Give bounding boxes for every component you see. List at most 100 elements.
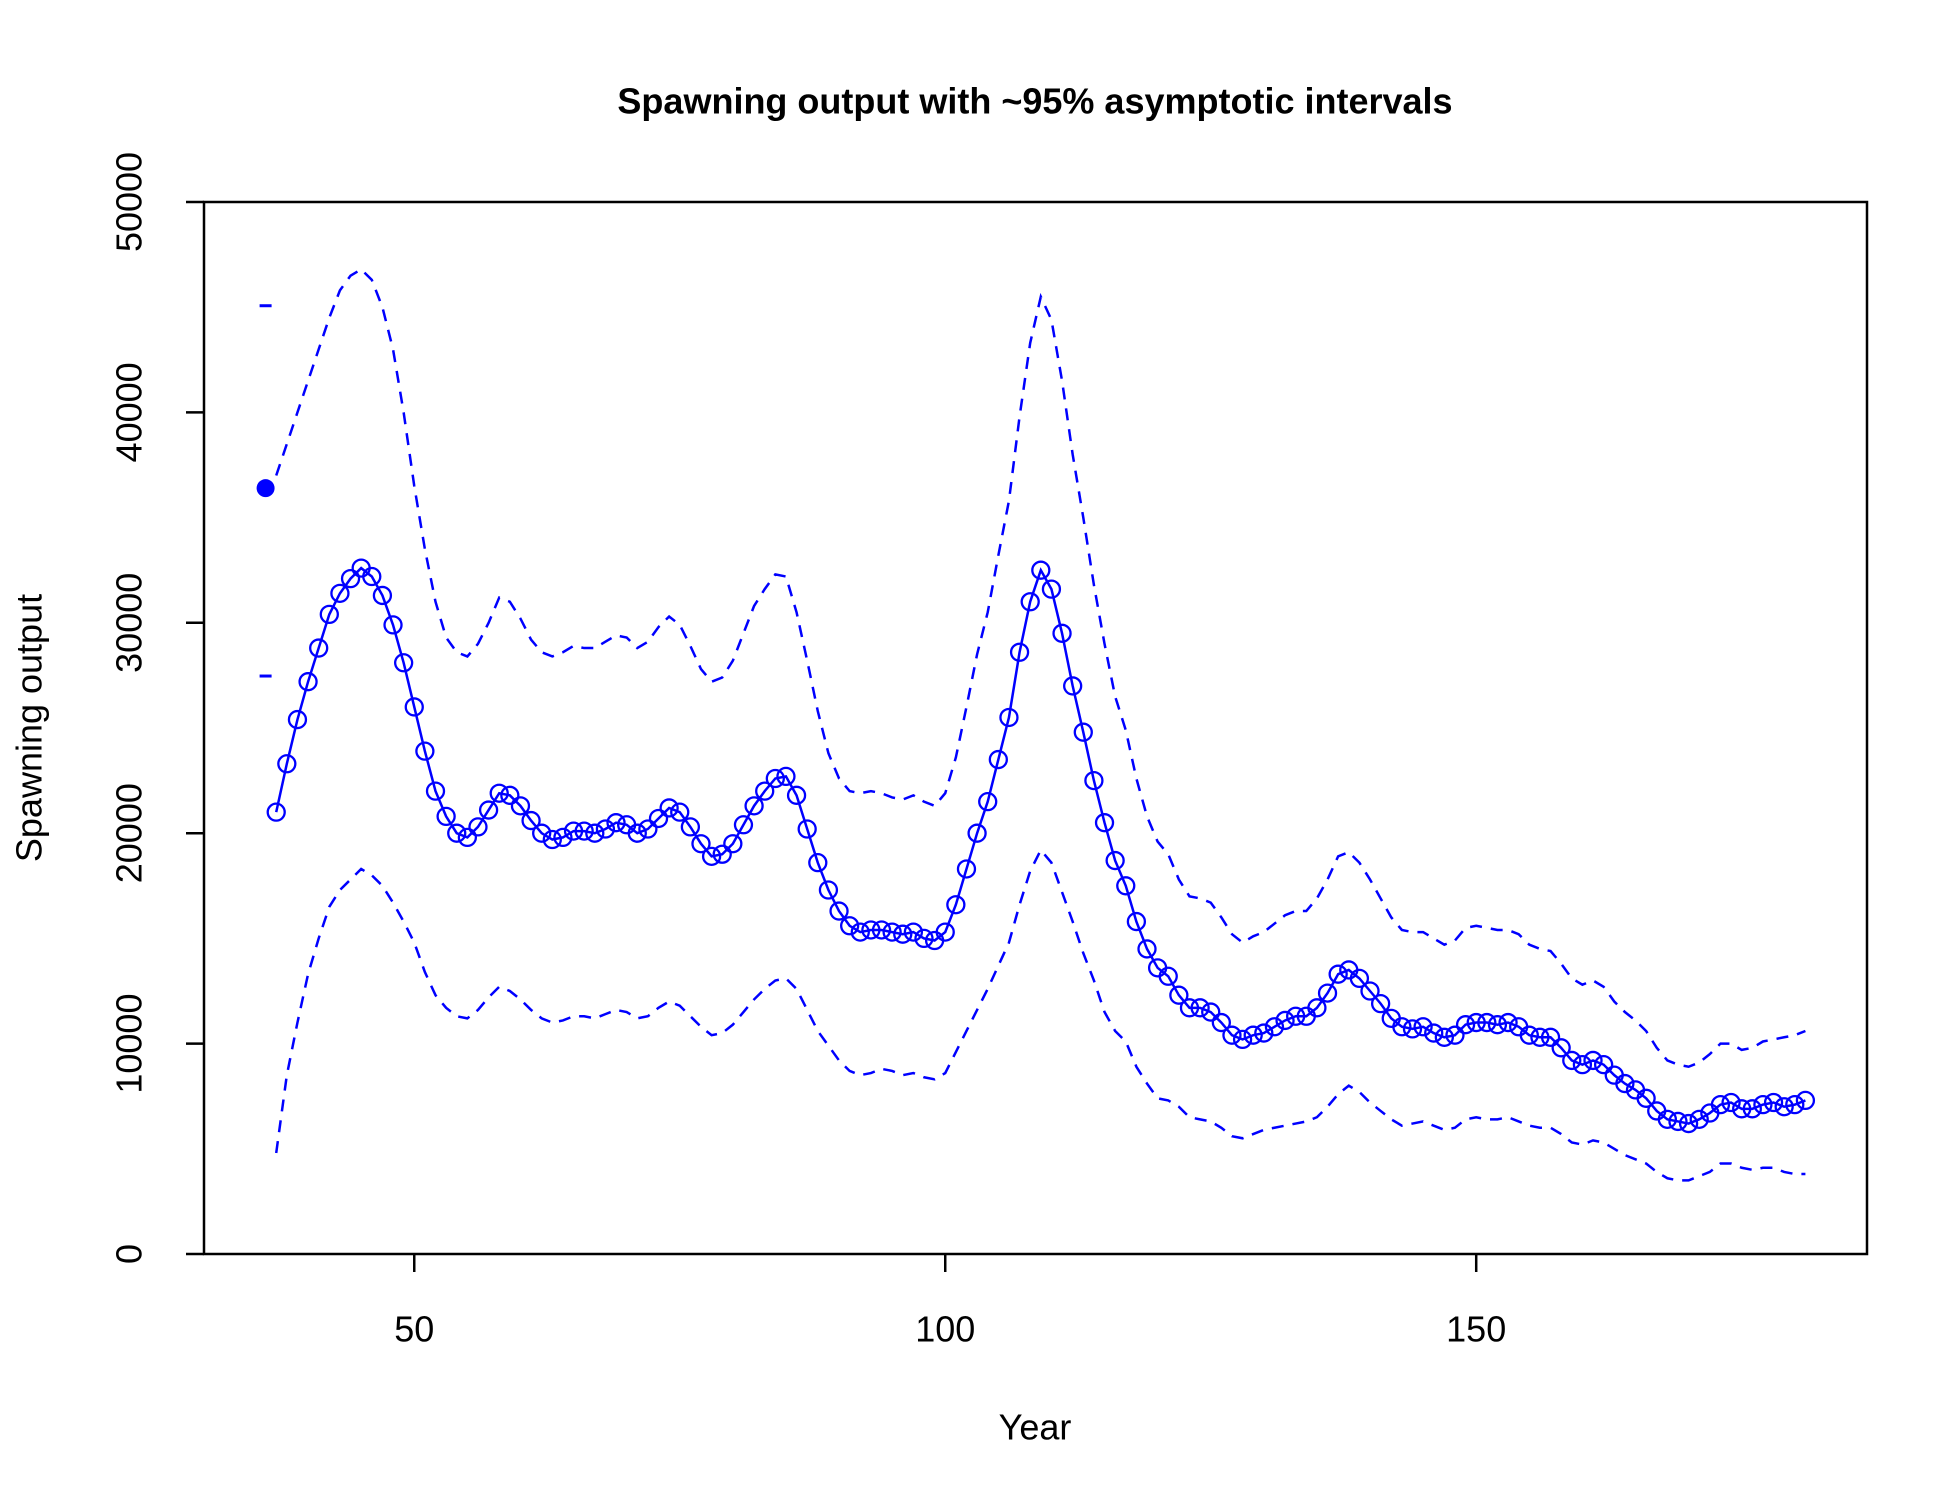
data-point <box>1286 1006 1306 1026</box>
data-point <box>1031 560 1051 580</box>
data-point <box>393 653 414 673</box>
data-point <box>1052 623 1072 643</box>
data-point <box>1657 1109 1678 1129</box>
data-point <box>1179 998 1200 1018</box>
data-point <box>1455 1015 1476 1035</box>
x-tick-label: 50 <box>394 1309 434 1350</box>
data-point <box>808 853 828 873</box>
data-point <box>818 880 839 900</box>
data-point <box>829 901 849 921</box>
data-point <box>1105 850 1125 871</box>
data-point <box>542 829 562 850</box>
data-point <box>1370 993 1391 1014</box>
data-point <box>1307 998 1327 1018</box>
data-point <box>1477 1012 1497 1033</box>
data-point <box>298 672 318 692</box>
data-point <box>733 815 754 835</box>
data-point <box>627 823 647 843</box>
data-point <box>330 583 350 603</box>
data-point <box>340 568 361 589</box>
data-point <box>1275 1010 1295 1031</box>
data-point <box>1742 1099 1762 1119</box>
series-line <box>275 267 1806 1069</box>
data-point <box>1264 1017 1285 1037</box>
y-tick-label: 20000 <box>109 783 150 883</box>
data-point <box>1732 1099 1752 1119</box>
data-point <box>500 785 520 805</box>
data-point <box>1360 981 1380 1001</box>
data-point <box>1041 579 1062 599</box>
data-point <box>1689 1109 1709 1129</box>
data-point <box>1084 770 1104 791</box>
data-point <box>648 808 669 829</box>
plot-frame <box>202 200 1869 1256</box>
data-point <box>1211 1012 1231 1033</box>
data-point <box>1530 1027 1550 1047</box>
data-point <box>776 766 796 787</box>
data-point <box>1434 1027 1454 1047</box>
y-tick-label: 40000 <box>109 362 150 462</box>
data-point <box>893 924 913 944</box>
data-point <box>1763 1092 1784 1113</box>
data-point <box>277 754 297 774</box>
data-point <box>1562 1050 1582 1071</box>
data-point <box>755 781 775 801</box>
data-point <box>447 823 467 843</box>
data-point <box>574 821 594 841</box>
data-point <box>1519 1025 1539 1045</box>
x-tick-label: 150 <box>1446 1309 1506 1350</box>
data-point <box>1317 983 1338 1003</box>
data-point <box>1445 1025 1465 1045</box>
data-point <box>372 585 393 606</box>
data-point <box>914 928 934 949</box>
data-point <box>978 791 998 812</box>
data-point <box>436 806 456 827</box>
data-point <box>1232 1029 1253 1050</box>
data-point <box>1063 676 1083 696</box>
data-point <box>287 709 308 730</box>
data-point <box>383 615 403 635</box>
data-point <box>1201 1002 1221 1022</box>
data-point <box>1254 1023 1274 1043</box>
data-point <box>988 749 1008 770</box>
data-point <box>595 819 616 839</box>
y-tick-label: 0 <box>109 1244 150 1264</box>
data-point <box>1243 1025 1263 1045</box>
data-point <box>903 922 924 942</box>
data-point <box>670 802 690 822</box>
data-point <box>1328 964 1348 984</box>
x-axis-label: Year <box>999 1407 1072 1448</box>
data-point <box>415 741 435 761</box>
data-point <box>489 783 509 803</box>
data-point <box>1551 1038 1571 1058</box>
data-point <box>680 817 701 837</box>
data-point <box>999 707 1019 728</box>
data-point <box>1402 1019 1423 1039</box>
virgin-point <box>256 479 275 498</box>
data-point <box>882 922 902 942</box>
data-point <box>457 827 478 848</box>
data-point <box>935 922 955 942</box>
data-point <box>362 566 382 587</box>
data-point <box>319 604 339 625</box>
data-point <box>1678 1113 1699 1134</box>
data-point <box>1593 1054 1614 1075</box>
data-point <box>425 781 446 801</box>
data-point <box>786 785 807 805</box>
data-point <box>861 920 881 940</box>
data-point <box>765 768 785 789</box>
data-point <box>1126 911 1147 932</box>
data-point <box>967 823 987 843</box>
data-point <box>1466 1012 1486 1033</box>
data-point <box>1222 1025 1242 1045</box>
data-point <box>1540 1027 1561 1047</box>
data-point <box>266 802 286 822</box>
data-point <box>1116 876 1136 896</box>
data-point <box>1413 1017 1433 1037</box>
data-point <box>1795 1090 1816 1111</box>
data-point <box>956 859 977 879</box>
data-point <box>1190 998 1210 1018</box>
data-point <box>701 846 722 866</box>
data-point <box>1572 1054 1593 1075</box>
